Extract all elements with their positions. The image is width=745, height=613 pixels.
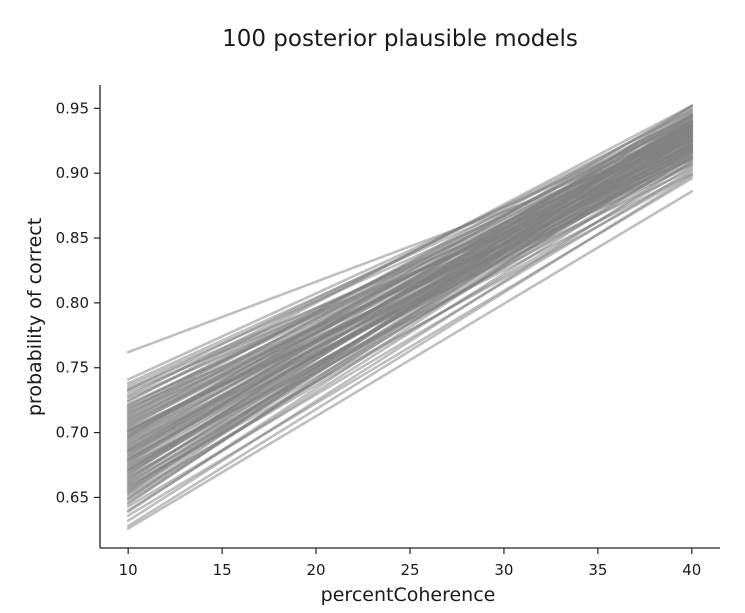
x-tick-label: 30 [494,561,513,579]
model-line [126,114,694,412]
y-tick-label: 0.80 [56,294,89,312]
x-tick-label: 15 [213,561,232,579]
model-line [126,118,694,493]
y-axis-label: probability of correct [24,218,46,416]
x-tick-label: 35 [588,561,607,579]
y-tick-label: 0.70 [56,424,89,442]
series-lines [126,104,694,530]
model-line [126,174,694,528]
model-line [126,104,694,403]
model-line [126,131,694,495]
x-ticks: 10 15 20 25 30 35 40 [119,548,701,579]
y-tick-label: 0.65 [56,488,89,506]
model-line [126,120,694,462]
chart-title: 100 posterior plausible models [222,26,578,52]
y-tick-label: 0.95 [56,99,89,117]
model-line [126,157,694,433]
model-line [126,151,694,485]
x-tick-label: 25 [400,561,419,579]
x-axis-label: percentCoherence [321,584,496,606]
y-tick-label: 0.90 [56,164,89,182]
x-tick-label: 20 [307,561,326,579]
x-tick-label: 40 [682,561,701,579]
y-ticks: 0.65 0.70 0.75 0.80 0.85 0.90 0.95 [56,99,100,506]
x-tick-label: 10 [119,561,138,579]
model-line [126,152,694,424]
model-line [126,129,694,472]
model-line [126,140,694,513]
model-line [126,126,694,506]
y-tick-label: 0.75 [56,359,89,377]
model-line [126,190,694,530]
model-line [126,143,694,462]
model-line [126,107,694,416]
y-tick-label: 0.85 [56,229,89,247]
model-line [126,122,694,438]
